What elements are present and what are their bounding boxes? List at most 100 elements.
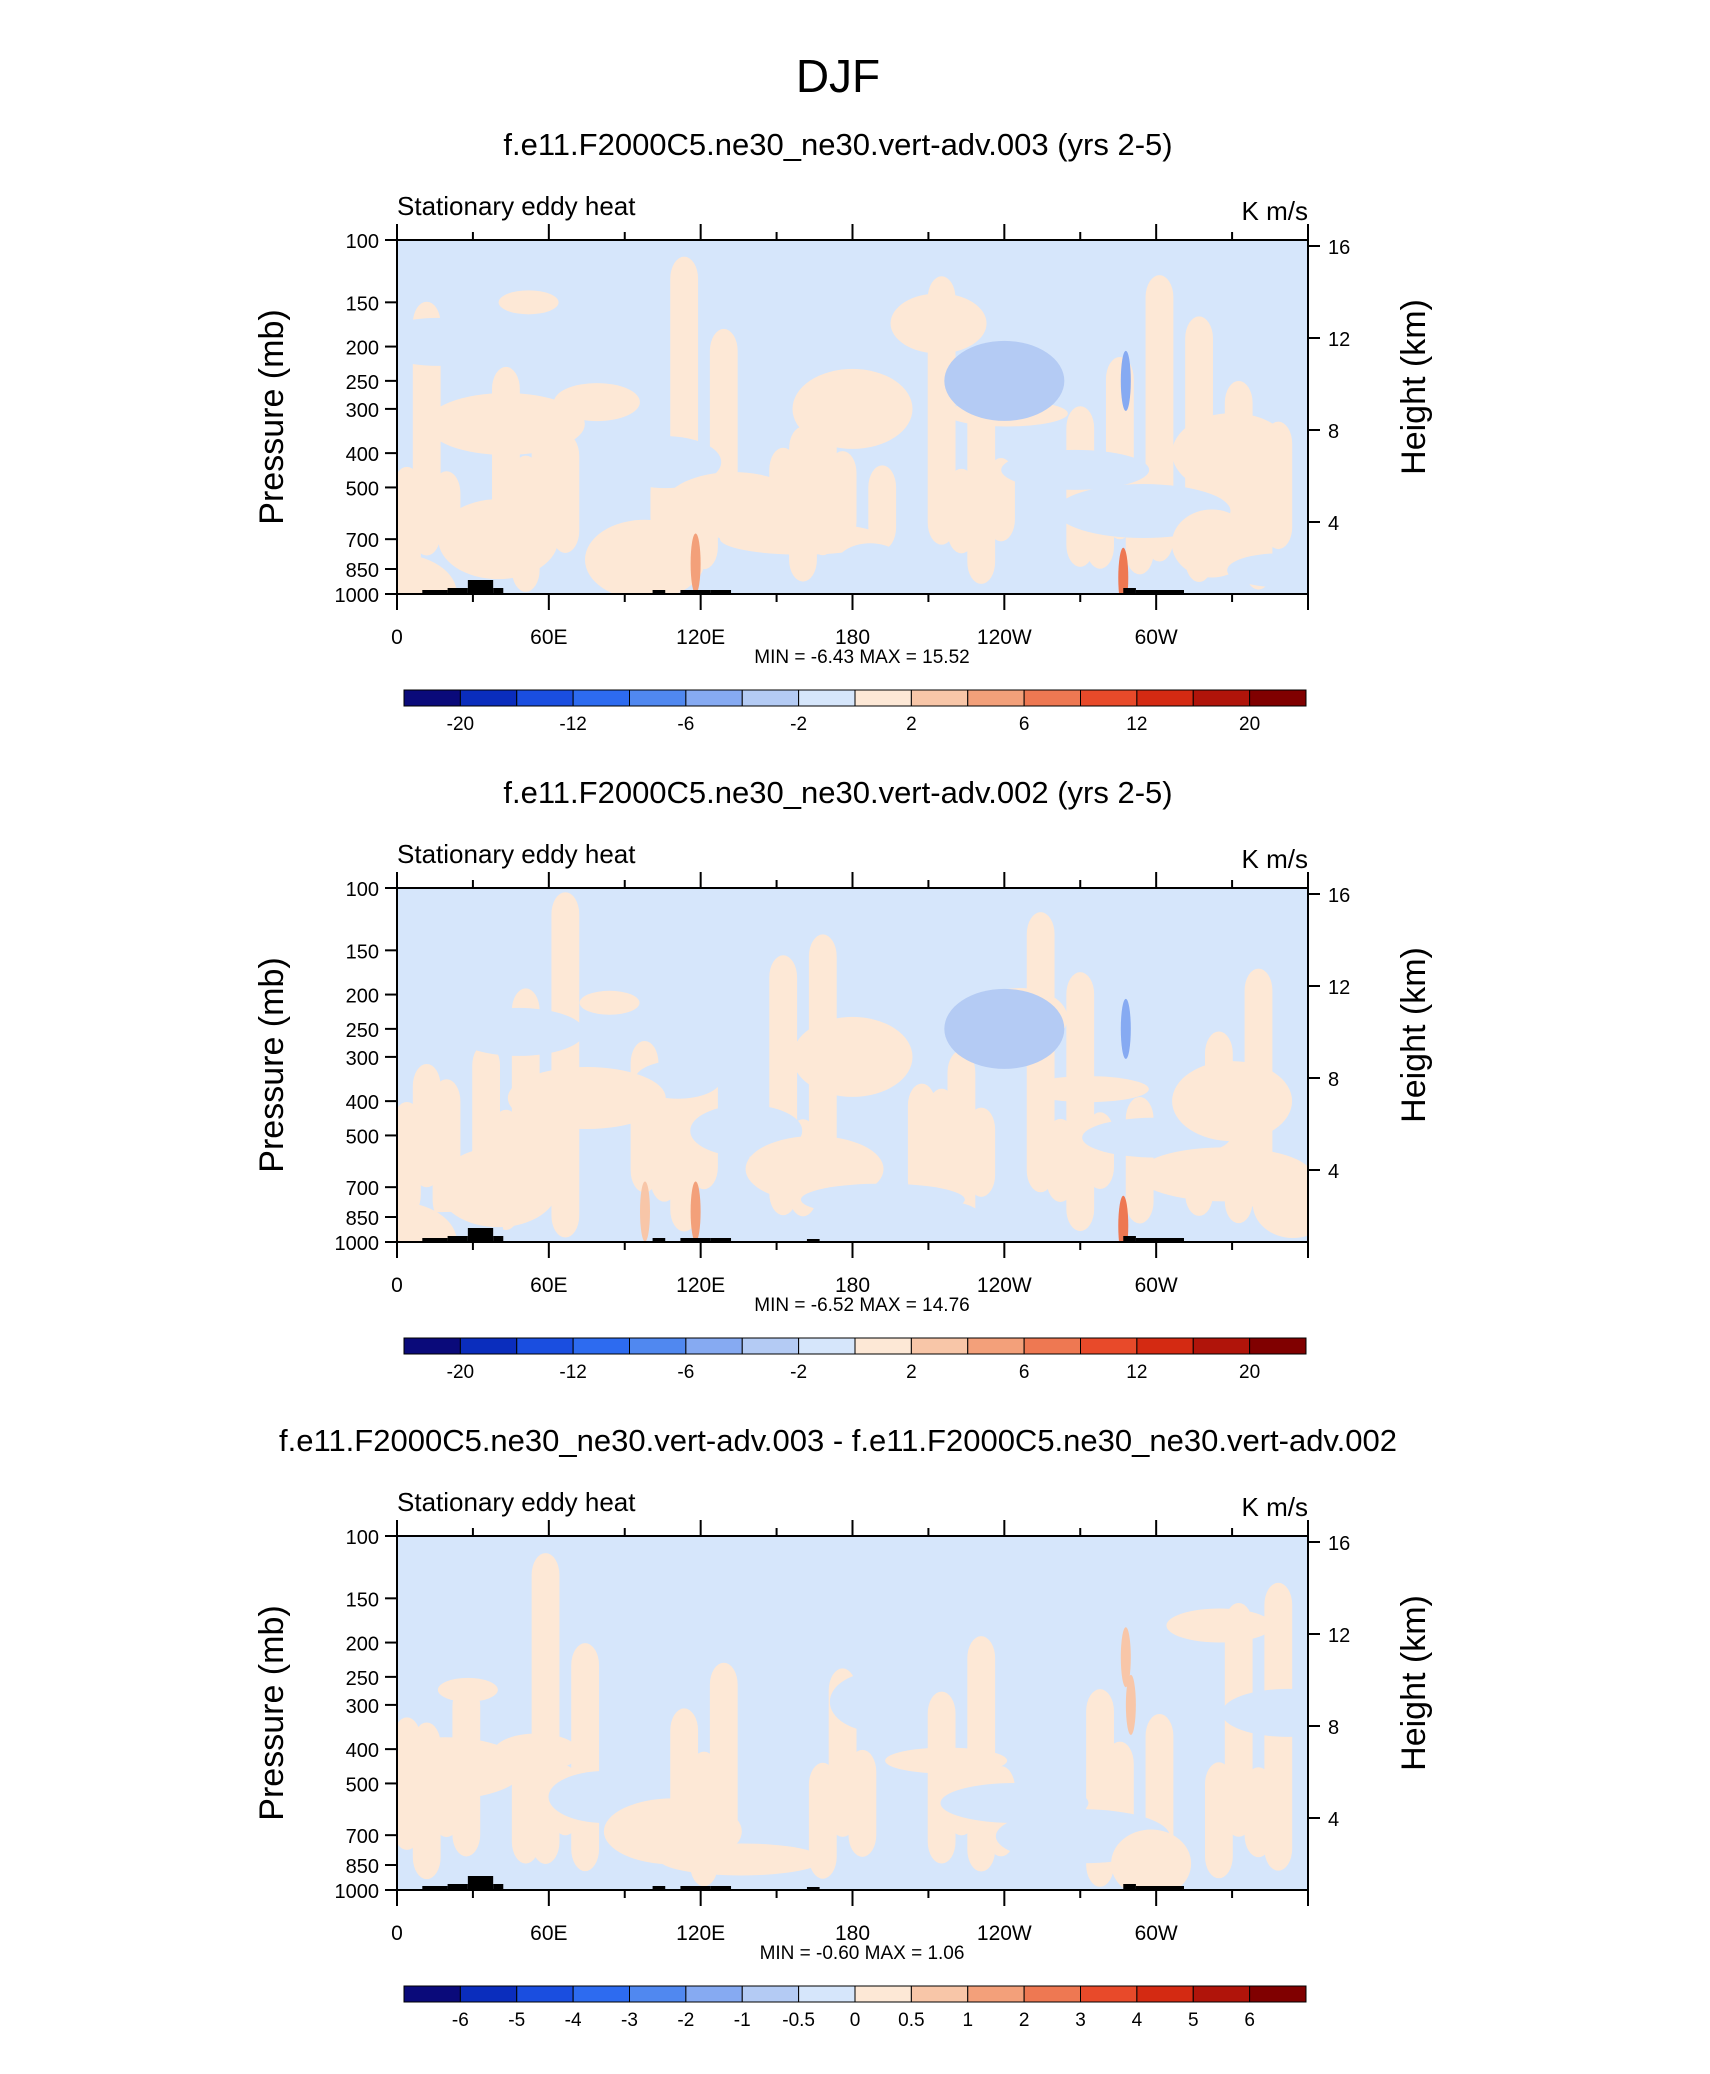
positive-region bbox=[1111, 1829, 1192, 1890]
colorbar-swatch bbox=[967, 1985, 1025, 2003]
y-tick-label: 1000 bbox=[335, 1233, 380, 1255]
colorbar-swatch bbox=[1023, 689, 1081, 707]
x-tick-label: 60W bbox=[1135, 1274, 1178, 1297]
field bbox=[397, 240, 1308, 594]
x-tick-label: 120W bbox=[977, 1922, 1032, 1945]
positive-anomaly bbox=[1125, 1674, 1136, 1735]
colorbar-label: -2 bbox=[790, 714, 807, 735]
y-tick-label: 500 bbox=[346, 478, 379, 500]
y-tick-label: 400 bbox=[346, 444, 379, 466]
x-tick-label: 60E bbox=[530, 626, 567, 649]
positive-region bbox=[1166, 1608, 1273, 1643]
colorbar-label: -2 bbox=[677, 2010, 694, 2031]
y-tick-label: 200 bbox=[346, 1634, 379, 1656]
colorbar-label: 6 bbox=[1019, 1362, 1030, 1383]
negative-region bbox=[774, 1582, 845, 1629]
topography bbox=[710, 1886, 732, 1890]
topography bbox=[493, 1884, 504, 1890]
colorbar-label: 5 bbox=[1188, 2010, 1199, 2031]
colorbar-label: 2 bbox=[906, 1362, 917, 1383]
y-right-tick-label: 12 bbox=[1328, 977, 1350, 999]
colorbar-label: 2 bbox=[906, 714, 917, 735]
colorbar-label: -12 bbox=[559, 1362, 586, 1383]
colorbar-swatch bbox=[516, 1985, 574, 2003]
y-tick-label: 500 bbox=[346, 1126, 379, 1148]
colorbar-swatch bbox=[1192, 689, 1251, 707]
colorbar-label: -6 bbox=[677, 1362, 694, 1383]
panel-title: f.e11.F2000C5.ne30_ne30.vert-adv.003 - f… bbox=[279, 1423, 1397, 1458]
positive-anomaly bbox=[639, 1181, 650, 1242]
y-right-tick-label: 4 bbox=[1328, 1161, 1339, 1183]
positive-region bbox=[967, 1107, 996, 1197]
topography bbox=[1123, 1884, 1136, 1890]
colorbar-label: 3 bbox=[1075, 2010, 1086, 2031]
y-axis-title: Pressure (mb) bbox=[253, 957, 291, 1172]
colorbar-swatch bbox=[741, 1985, 800, 2003]
negative-anomaly bbox=[944, 988, 1065, 1069]
colorbar-swatch bbox=[967, 1337, 1025, 1355]
positive-region bbox=[828, 451, 857, 544]
topography bbox=[1135, 590, 1185, 594]
colorbar-swatch bbox=[403, 689, 461, 707]
topography bbox=[652, 1238, 666, 1242]
panel-units: K m/s bbox=[1242, 196, 1308, 226]
positive-region bbox=[551, 892, 580, 1238]
panel-units: K m/s bbox=[1242, 1492, 1308, 1522]
positive-anomaly bbox=[1120, 1627, 1131, 1688]
colorbar-swatch bbox=[685, 689, 743, 707]
colorbar-swatch bbox=[685, 1985, 743, 2003]
colorbar-swatch bbox=[798, 689, 856, 707]
negative-region bbox=[916, 1202, 987, 1242]
y-right-tick-label: 8 bbox=[1328, 421, 1339, 443]
x-tick-label: 0 bbox=[391, 1922, 403, 1945]
x-tick-label: 60E bbox=[530, 1274, 567, 1297]
positive-anomaly bbox=[585, 519, 705, 594]
colorbar-swatch bbox=[1136, 689, 1194, 707]
colorbar-swatch bbox=[854, 1337, 912, 1355]
topography bbox=[447, 588, 468, 594]
figure-title: DJF bbox=[796, 50, 880, 102]
negative-region bbox=[609, 436, 722, 489]
positive-anomaly bbox=[438, 1147, 559, 1228]
topography bbox=[710, 590, 732, 594]
topography bbox=[680, 1238, 711, 1242]
topography bbox=[1135, 1886, 1185, 1890]
colorbar-label: -12 bbox=[559, 714, 586, 735]
y-tick-label: 250 bbox=[346, 372, 379, 394]
colorbar-swatch bbox=[629, 1337, 687, 1355]
y-tick-label: 200 bbox=[346, 986, 379, 1008]
topography bbox=[806, 1887, 820, 1890]
panel-title: f.e11.F2000C5.ne30_ne30.vert-adv.003 (yr… bbox=[503, 127, 1172, 162]
positive-region bbox=[947, 1050, 976, 1238]
x-tick-label: 60W bbox=[1135, 626, 1178, 649]
colorbar-swatch bbox=[741, 689, 800, 707]
topography bbox=[422, 590, 448, 594]
positive-anomaly bbox=[1172, 1061, 1293, 1142]
colorbar-swatch bbox=[1080, 1985, 1138, 2003]
colorbar-label: -6 bbox=[452, 2010, 469, 2031]
colorbar-swatch bbox=[1192, 1985, 1251, 2003]
colorbar-swatch bbox=[403, 1337, 461, 1355]
y-tick-label: 850 bbox=[346, 1856, 379, 1878]
topography bbox=[652, 1886, 666, 1890]
x-tick-label: 0 bbox=[391, 1274, 403, 1297]
colorbar-swatch bbox=[516, 689, 574, 707]
panel-title: f.e11.F2000C5.ne30_ne30.vert-adv.002 (yr… bbox=[503, 775, 1172, 810]
topography bbox=[806, 1239, 820, 1242]
x-tick-label: 120E bbox=[676, 1922, 725, 1945]
negative-anomaly bbox=[944, 340, 1065, 421]
topography bbox=[710, 1238, 732, 1242]
colorbar-swatch bbox=[910, 689, 969, 707]
min-max-stats: MIN = -0.60 MAX = 1.06 bbox=[760, 1943, 965, 1964]
colorbar-swatch bbox=[741, 1337, 800, 1355]
colorbar-label: 2 bbox=[1019, 2010, 1030, 2031]
colorbar-label: 20 bbox=[1239, 714, 1260, 735]
y-tick-label: 100 bbox=[346, 231, 379, 253]
positive-anomaly bbox=[690, 1181, 701, 1242]
colorbar-swatch bbox=[854, 689, 912, 707]
colorbar-swatch bbox=[1136, 1985, 1194, 2003]
colorbar-label: -3 bbox=[621, 2010, 638, 2031]
positive-region bbox=[848, 1749, 877, 1857]
negative-region bbox=[1227, 553, 1308, 588]
positive-region bbox=[579, 990, 640, 1015]
